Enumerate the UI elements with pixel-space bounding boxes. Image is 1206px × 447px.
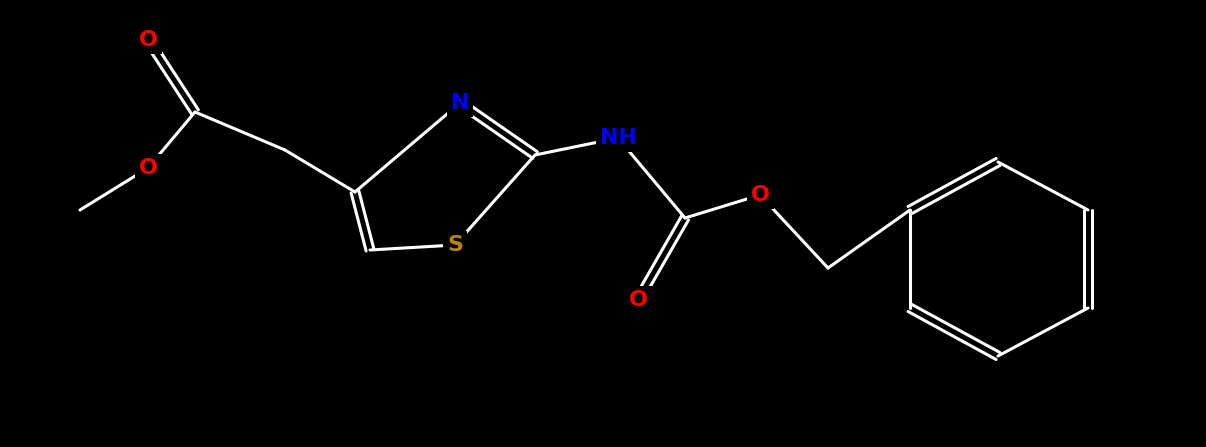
Text: O: O	[628, 290, 648, 310]
Text: S: S	[447, 235, 463, 255]
Text: O: O	[750, 185, 769, 205]
Text: O: O	[139, 158, 158, 178]
Text: O: O	[139, 30, 158, 50]
Text: NH: NH	[599, 128, 637, 148]
Text: N: N	[451, 93, 469, 113]
